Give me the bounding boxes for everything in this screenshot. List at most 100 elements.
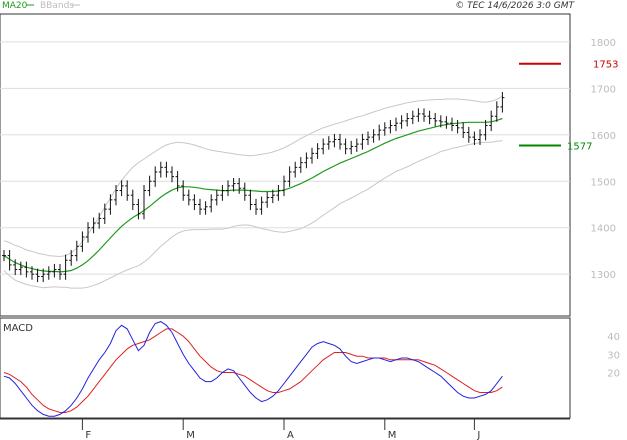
- ohlc-bar: [147, 175, 152, 197]
- macd-series-line: [3, 321, 503, 417]
- x-tick-label: A: [287, 430, 294, 440]
- price-level-label: 1753: [593, 60, 618, 71]
- ohlc-bar: [142, 184, 146, 220]
- ohlc-bar: [192, 194, 197, 211]
- ohlc-bar: [293, 161, 298, 178]
- ohlc-bar: [214, 189, 219, 206]
- ohlc-bar: [433, 112, 438, 127]
- ohlc-bar: [2, 250, 6, 262]
- ohlc-bar: [237, 178, 242, 194]
- macd-lines: [3, 321, 503, 417]
- price-y-axis: 1800 1700 1600 1500 1400 1300: [591, 38, 616, 281]
- ohlc-bar: [265, 191, 270, 208]
- ohlc-bar: [175, 171, 180, 192]
- x-tick-label: M: [186, 430, 195, 440]
- macd-tick-label: 30: [607, 350, 620, 361]
- ohlc-bar: [153, 166, 158, 187]
- ohlc-bar: [13, 259, 18, 276]
- ohlc-bar: [483, 119, 488, 141]
- ohlc-bar: [86, 222, 90, 243]
- ohlc-bar: [136, 198, 141, 220]
- bband-lower-line: [3, 140, 503, 289]
- ohlc-bar: [500, 92, 505, 113]
- price-level-label: 1577: [567, 141, 592, 152]
- ohlc-bar: [226, 180, 230, 197]
- ohlc-bar: [209, 194, 214, 213]
- ohlc-bar: [338, 133, 342, 150]
- price-grid: [0, 41, 570, 275]
- ohlc-bar: [158, 161, 163, 178]
- ohlc-bar: [125, 180, 130, 201]
- ohlc-bar: [282, 175, 286, 197]
- copyright-timestamp: © TEC 14/6/2026 3:0 GMT: [455, 1, 575, 11]
- ohlc-bar: [80, 231, 85, 252]
- ohlc-bar: [231, 178, 236, 192]
- x-tick-label: J: [476, 430, 480, 440]
- ohlc-bar: [69, 250, 74, 266]
- ohlc-bar: [170, 166, 174, 183]
- ohlc-bar: [388, 119, 393, 134]
- x-tick-label: F: [85, 430, 91, 440]
- ohlc-bar: [74, 240, 79, 262]
- ohlc-bar: [52, 263, 57, 278]
- ohlc-bar: [130, 189, 135, 211]
- macd-tick-label: 40: [607, 332, 620, 343]
- ohlc-bar: [416, 108, 421, 122]
- ohlc-bar: [371, 129, 376, 143]
- ohlc-bar: [427, 110, 432, 125]
- ohlc-bar: [287, 166, 292, 187]
- price-tick-label: 1400: [591, 224, 616, 235]
- price-tick-label: 1300: [591, 270, 616, 281]
- price-panel-frame: [0, 13, 571, 317]
- ohlc-bar: [46, 266, 51, 280]
- ohlc-bar: [438, 115, 443, 128]
- ohlc-bar: [366, 131, 370, 146]
- ohlc-bar: [422, 108, 426, 122]
- ohlc-bar: [377, 124, 382, 141]
- ohlc-bar: [332, 133, 337, 148]
- ohlc-bar: [164, 161, 169, 178]
- ohlc-bar: [382, 122, 387, 136]
- ohlc-bar: [310, 147, 314, 164]
- ohlc-bar: [259, 196, 264, 215]
- ohlc-bar: [444, 116, 449, 129]
- macd-tick-label: 20: [607, 369, 620, 380]
- ohlc-bar: [108, 194, 113, 215]
- ohlc-bar: [472, 131, 477, 146]
- ohlc-bar: [478, 129, 482, 146]
- ohlc-bar: [399, 115, 404, 129]
- ohlc-bar: [97, 212, 102, 229]
- ohlc-bar: [203, 201, 208, 215]
- ohlc-bar: [394, 117, 398, 132]
- ohlc-bar: [326, 136, 331, 150]
- ohlc-bar: [466, 126, 471, 143]
- signal-series-line: [3, 328, 503, 413]
- ohlc-bar: [354, 138, 359, 152]
- ohlc-bar: [242, 182, 247, 201]
- ohlc-bar: [102, 203, 107, 225]
- ohlc-bar: [321, 138, 326, 155]
- legend-ma20: MA20: [2, 1, 28, 11]
- ohlc-bar: [410, 110, 415, 125]
- ohlc-bar: [35, 268, 40, 283]
- ohlc-bar: [360, 133, 365, 150]
- ohlc-bar: [494, 101, 499, 122]
- ohlc-bar: [304, 152, 309, 169]
- ohlc-bar: [198, 198, 202, 215]
- bollinger-bands: [3, 95, 503, 289]
- ohlc-bar: [248, 189, 253, 211]
- ohlc-bar: [30, 266, 34, 280]
- ohlc-bar: [349, 140, 354, 155]
- ohlc-bar: [455, 119, 460, 134]
- ohlc-bar: [119, 180, 124, 197]
- ohlc-bar: [450, 117, 454, 132]
- bband-upper-line: [3, 95, 503, 258]
- ohlc-bar: [254, 198, 258, 215]
- price-tick-label: 1500: [591, 177, 616, 188]
- price-panel: 1800 1700 1600 1500 1400 1300 1753 1577: [0, 13, 618, 317]
- macd-panel-frame: [0, 317, 571, 419]
- macd-panel: MACD 40 30 20: [0, 317, 620, 419]
- price-tick-label: 1600: [591, 131, 616, 142]
